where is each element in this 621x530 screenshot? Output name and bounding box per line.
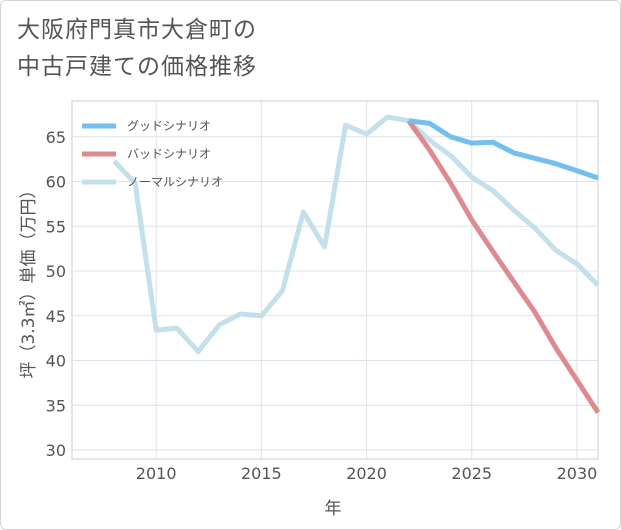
y-tick-label: 35 <box>46 396 66 415</box>
chart-title-line-1: 大阪府門真市大倉町の <box>17 17 257 43</box>
x-tick-label: 2015 <box>241 464 282 483</box>
x-axis-label: 年 <box>325 499 342 519</box>
y-tick-label: 40 <box>46 352 66 371</box>
series-line-0 <box>408 118 599 181</box>
x-tick-label: 2030 <box>557 464 598 483</box>
x-tick-label: 2020 <box>346 464 387 483</box>
y-tick-label: 50 <box>46 262 66 281</box>
x-tick-label: 2025 <box>451 464 492 483</box>
series-line-1 <box>406 119 601 414</box>
legend-label-0: グッドシナリオ <box>127 119 211 133</box>
series-line-2 <box>112 114 600 355</box>
chart-title-line-2: 中古戸建ての価格推移 <box>17 54 257 80</box>
legend-label-1: バッドシナリオ <box>127 147 211 161</box>
x-tick-label: 2010 <box>136 464 177 483</box>
chart-title: 大阪府門真市大倉町の 中古戸建ての価格推移 <box>17 12 577 86</box>
y-axis-ticks: 30 35 40 45 50 55 60 65 <box>46 128 66 460</box>
y-tick-label: 60 <box>46 173 66 192</box>
y-tick-label: 45 <box>46 307 66 326</box>
series-lines <box>112 114 601 414</box>
y-axis-label: 坪（3.3㎡）単価（万円） <box>19 181 39 378</box>
legend-label-2: ノーマルシナリオ <box>127 175 223 189</box>
y-tick-label: 65 <box>46 128 66 147</box>
y-tick-label: 30 <box>46 441 66 460</box>
x-axis-ticks: 2010 2015 2020 2025 2030 <box>136 464 598 483</box>
y-tick-label: 55 <box>46 217 66 236</box>
